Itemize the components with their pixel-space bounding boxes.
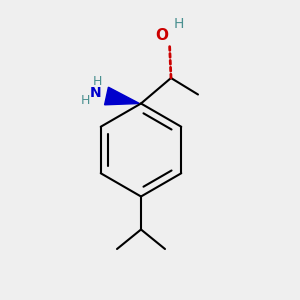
Text: O: O bbox=[155, 28, 169, 44]
Text: H: H bbox=[173, 17, 184, 31]
Text: H: H bbox=[93, 75, 102, 88]
Text: N: N bbox=[90, 86, 102, 100]
Polygon shape bbox=[105, 87, 140, 105]
Text: H: H bbox=[81, 94, 90, 107]
